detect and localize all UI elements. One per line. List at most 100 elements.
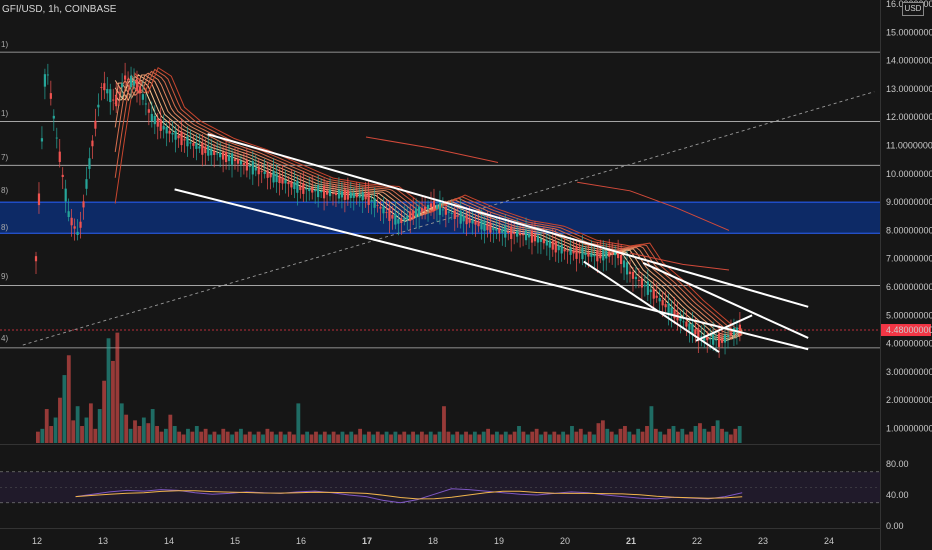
candle-body-86 [290, 181, 293, 188]
volume-bar-48 [247, 431, 252, 443]
volume-bar-108 [512, 431, 517, 443]
volume-bar-131 [614, 434, 619, 443]
left-axis-label-1: 1) [1, 109, 8, 118]
left-axis-label-2: 7) [1, 153, 8, 162]
candle-body-115 [376, 205, 379, 206]
candle-body-48 [177, 135, 180, 139]
candle-body-47 [174, 130, 177, 140]
volume-bar-155 [720, 428, 724, 443]
candle-body-117 [382, 206, 385, 214]
candle-body-98 [325, 190, 329, 195]
candle-body-109 [358, 194, 361, 198]
candle-body-108 [355, 193, 358, 198]
candle-body-91 [305, 188, 308, 190]
volume-bar-44 [230, 434, 235, 443]
candle-body-201 [631, 271, 635, 279]
candle-body-44 [165, 127, 168, 134]
candle-body-163 [519, 233, 522, 236]
candle-body-83 [281, 177, 284, 184]
candle-body-121 [394, 213, 397, 225]
price-tick-12: 4.00000000 [886, 339, 932, 349]
x-tick-19: 19 [494, 536, 504, 546]
candle-body-112 [367, 192, 370, 205]
candle-body-26 [112, 99, 115, 101]
volume-bar-2 [44, 409, 49, 443]
candle-body-39 [150, 113, 153, 122]
candle-body-87 [293, 182, 296, 190]
volume-bar-106 [503, 431, 508, 443]
volume-bar-33 [181, 434, 186, 443]
candle-body-202 [634, 276, 638, 280]
candle-body-72 [248, 165, 251, 167]
candle-body-230 [718, 333, 721, 347]
volume-bar-68 [336, 434, 340, 443]
volume-bar-96 [459, 434, 464, 443]
candle-body-168 [533, 234, 537, 242]
candle-body-232 [723, 334, 727, 343]
candle-body-60 [213, 150, 216, 155]
candle-body-41 [156, 118, 159, 127]
volume-bar-3 [49, 426, 54, 443]
candle-body-237 [738, 324, 741, 336]
rsi-tick-1: 40.00 [886, 490, 909, 500]
volume-bar-114 [539, 434, 543, 443]
candle-body-214 [670, 307, 673, 316]
volume-bar-4 [53, 417, 58, 443]
volume-bar-8 [71, 420, 76, 443]
candle-body-93 [311, 187, 314, 193]
candle-body-176 [557, 245, 560, 251]
x-tick-16: 16 [296, 536, 306, 546]
candle-body-53 [192, 142, 195, 146]
candle-body-99 [328, 190, 332, 197]
candle-body-9 [61, 174, 64, 177]
candle-body-141 [453, 210, 456, 219]
candle-body-224 [700, 336, 703, 338]
candle-body-80 [272, 170, 275, 183]
candle-body-154 [492, 227, 495, 231]
volume-bar-30 [168, 414, 173, 443]
candle-body-225 [703, 335, 706, 341]
left-axis-label-5: 9) [1, 272, 8, 281]
candle-body-29 [121, 83, 124, 88]
candle-body-195 [614, 251, 617, 256]
ribbon-ma-2 [114, 74, 743, 339]
candle-body-172 [545, 240, 548, 246]
candle-body-175 [554, 240, 557, 253]
candle-body-183 [578, 252, 581, 254]
long-ma-2 [629, 252, 730, 271]
currency-button[interactable]: USD [902, 2, 924, 16]
trendline-3 [642, 262, 809, 339]
volume-bar-123 [578, 428, 583, 443]
volume-bar-97 [464, 431, 468, 443]
candle-body-204 [640, 278, 643, 288]
candle-body-126 [409, 211, 412, 221]
candle-body-211 [661, 300, 664, 306]
candle-body-105 [346, 190, 349, 200]
candle-body-25 [109, 89, 112, 103]
candle-body-20 [94, 120, 97, 129]
candle-body-16 [82, 201, 85, 208]
volume-bar-82 [397, 434, 402, 443]
price-tick-1: 15.00000000 [886, 27, 932, 37]
volume-bar-122 [574, 431, 579, 443]
volume-bar-145 [675, 431, 680, 443]
price-tick-4: 12.00000000 [886, 112, 932, 122]
volume-bar-147 [684, 434, 689, 443]
candle-body-61 [216, 153, 219, 155]
volume-bar-141 [658, 431, 663, 443]
candle-body-179 [566, 250, 569, 252]
candle-body-217 [679, 317, 682, 321]
candle-body-181 [572, 250, 575, 254]
volume-bar-10 [80, 426, 84, 443]
volume-bar-40 [212, 431, 217, 443]
volume-bar-24 [141, 417, 146, 443]
volume-bar-152 [706, 431, 711, 443]
volume-bar-60 [300, 434, 305, 443]
candle-body-90 [302, 183, 305, 194]
candle-body-219 [685, 321, 688, 327]
candle-body-11 [67, 211, 70, 218]
volume-bar-32 [177, 431, 182, 443]
candle-body-158 [504, 225, 507, 238]
candle-body-6 [52, 115, 55, 119]
